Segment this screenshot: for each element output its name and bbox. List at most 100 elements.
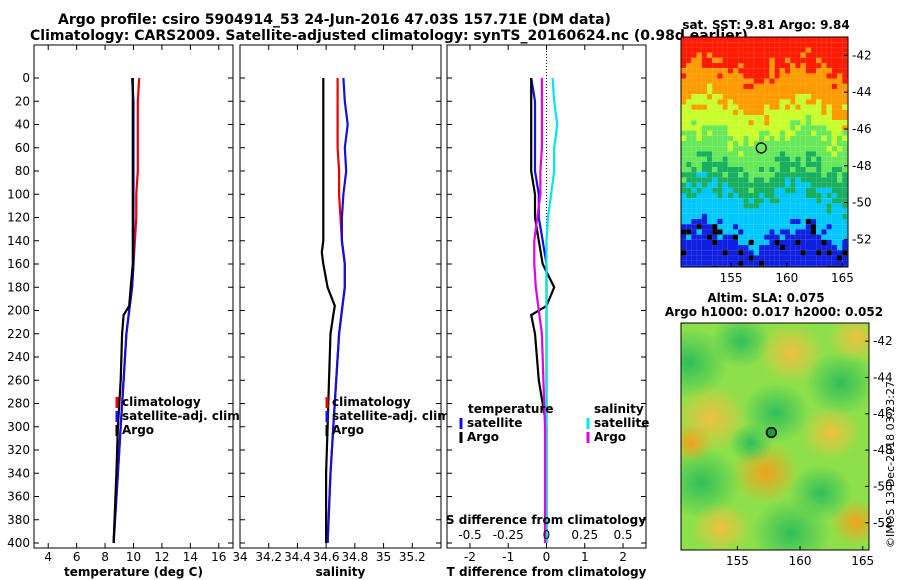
sst-cell [795,125,801,131]
sst-cell [800,151,806,157]
sst-cell [826,125,832,131]
sst-cell [743,193,749,199]
top-axis-tick-label: 0.5 [613,528,632,542]
sst-cell [764,151,770,157]
sst-cell [831,172,837,178]
sst-cell [774,182,780,188]
sst-cell [743,135,749,141]
sst-cell [738,265,744,267]
sst-cell [774,172,780,178]
sst-cell [759,104,765,110]
sst-cell [785,63,791,69]
sst-cell [722,208,728,214]
sst-cell [811,63,817,69]
sst-cell [722,63,728,69]
sst-cell [753,182,759,188]
sst-cell [805,208,811,214]
sst-cell [712,141,718,147]
sst-cell [733,52,739,58]
sst-cell [748,182,754,188]
sst-cell [733,167,739,173]
sst-cell [707,146,713,152]
sst-cell [722,109,728,115]
sst-cell [842,115,848,121]
sst-cell [800,203,806,209]
sst-cell [831,229,837,235]
sst-cell [743,172,749,178]
sst-cell [738,78,744,84]
sst-cell [805,213,811,219]
sst-cell [774,255,780,261]
sst-cell [800,146,806,152]
sst-cell [717,193,723,199]
sst-cell [805,73,811,79]
map-x-tick-label: 160 [775,271,798,285]
sst-cell [790,224,796,230]
series-line-satellite-adj-clim- [326,77,349,544]
sst-cell [795,167,801,173]
sst-cell [805,37,811,43]
sst-cell [753,104,759,110]
sst-cell [837,198,843,204]
sst-cell [681,125,687,131]
sst-cell [748,89,754,95]
sst-cell [712,208,718,214]
sst-cell [837,89,843,95]
sst-cell [790,115,796,121]
sst-cell [727,167,733,173]
sst-cell [816,135,822,141]
sst-cell [681,57,687,63]
sst-cell [681,250,687,256]
sst-cell [774,156,780,162]
sst-cell [712,115,718,121]
sst-cell [779,83,785,89]
sst-cell [727,109,733,115]
series-line-salinity-satellite [545,77,559,543]
sst-cell [753,193,759,199]
sst-cell [837,109,843,115]
sst-cell [764,234,770,240]
sst-cell [691,224,697,230]
sst-cell [753,130,759,136]
sst-cell [748,245,754,251]
sst-cell [707,47,713,53]
sla-map-title-1: Altim. SLA: 0.075 [707,291,824,305]
sst-cell [707,172,713,178]
sst-cell [779,42,785,48]
sst-cell [774,265,780,267]
sst-cell [779,198,785,204]
sst-cell [733,198,739,204]
sst-cell [691,239,697,245]
sst-cell [733,141,739,147]
sst-cell [691,213,697,219]
sst-cell [743,42,749,48]
sst-cell [785,156,791,162]
sst-cell [691,156,697,162]
sst-cell [842,177,848,183]
sst-cell [774,245,780,251]
top-axis-tick-label: -0.5 [458,528,481,542]
sst-cell [727,198,733,204]
sst-cell [774,260,780,266]
sst-cell [701,83,707,89]
sst-cell [717,135,723,141]
sst-cell [696,250,702,256]
sst-cell [816,213,822,219]
sst-cell [686,250,692,256]
sst-cell [759,42,765,48]
sst-cell [712,120,718,126]
legend-label: Argo [594,430,626,444]
sst-cell [701,255,707,261]
x-tick-label: 12 [154,550,169,564]
sst-cell [717,146,723,152]
sst-cell [764,193,770,199]
sst-cell [805,89,811,95]
sst-cell [753,208,759,214]
sst-cell [764,182,770,188]
sst-cell [800,57,806,63]
sst-cell [800,245,806,251]
sst-cell [764,213,770,219]
sst-cell [790,255,796,261]
sst-cell [785,250,791,256]
sst-cell [821,151,827,157]
